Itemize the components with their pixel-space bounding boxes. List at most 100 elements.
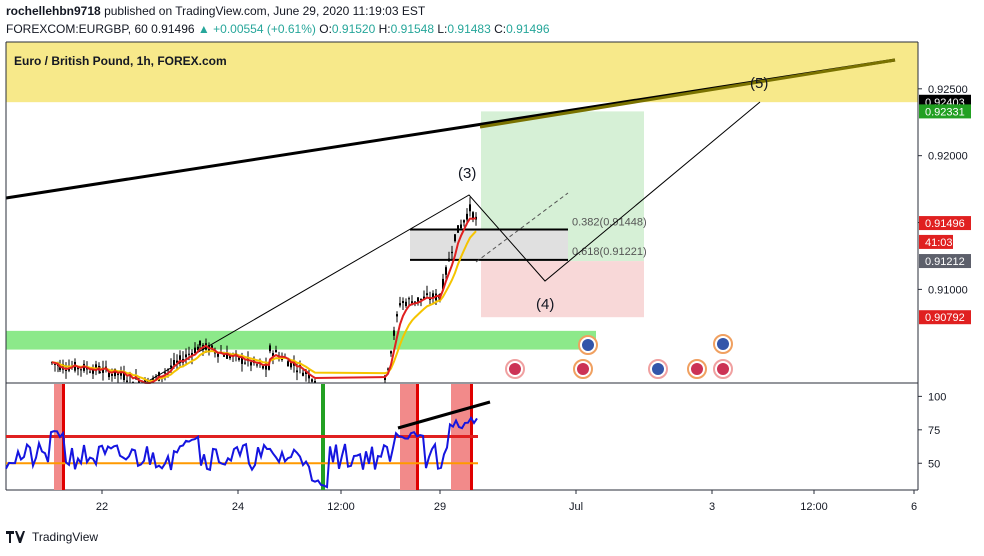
high-label: H:: [378, 22, 391, 36]
candle-body: [393, 330, 395, 336]
candle-body: [185, 354, 187, 358]
resistance-zone: [6, 42, 918, 103]
candle-body: [65, 369, 67, 372]
tradingview-logo-icon[interactable]: [6, 531, 28, 543]
candle-body: [314, 381, 316, 383]
candle-body: [126, 380, 128, 382]
rsi-trendline[interactable]: [397, 400, 491, 430]
time-tick-label: 12:00: [327, 501, 355, 513]
candle-body: [390, 351, 392, 354]
price-badge-label: 0.90792: [925, 312, 965, 324]
candle-body: [89, 371, 91, 373]
candle-body: [108, 371, 110, 378]
candle-body: [290, 361, 292, 368]
candle-body: [256, 364, 258, 366]
candle-body: [408, 298, 410, 300]
ohlc-bar: FOREXCOM:EURGBP, 60 0.91496 ▲ +0.00554 (…: [6, 22, 550, 36]
event-flags[interactable]: [505, 334, 733, 379]
candle-body: [469, 204, 471, 212]
time-tick-label: 6: [911, 501, 917, 513]
candle-body: [402, 301, 404, 303]
price-badge: [919, 254, 971, 269]
time-tick-label: Jul: [569, 501, 583, 513]
candle-body: [194, 347, 196, 354]
price-badge-label: 0.91496: [925, 218, 965, 230]
time-tick-label: 24: [232, 501, 244, 513]
candle-body: [229, 355, 231, 359]
author-name[interactable]: rochellehbn9718: [6, 4, 101, 18]
candle-body: [144, 378, 146, 383]
price-tick-label: 0.92500: [928, 84, 968, 96]
candle-body: [167, 369, 169, 371]
publish-text: published on TradingView.com, June 29, 2…: [104, 4, 426, 18]
uk-flag-icon-fill: [717, 363, 729, 375]
ema-slow-line: [51, 230, 477, 383]
candle-body: [305, 371, 307, 375]
candle-body: [399, 303, 401, 306]
candle-body: [155, 376, 157, 378]
candle-body: [463, 220, 465, 223]
time-axis[interactable]: 22 24 12:00 29 Jul 3 12:00 6: [96, 490, 917, 513]
candle-body: [80, 369, 82, 371]
candle-body: [426, 293, 428, 296]
price-tick-label: 0.92000: [928, 151, 968, 163]
candle-body: [111, 373, 113, 376]
fib-zone: [410, 229, 568, 260]
candle-body: [164, 372, 166, 374]
price-badge: [919, 310, 971, 325]
price-tick-label: 0.91000: [928, 284, 968, 296]
fib-label-618: 0.618(0.91221): [572, 246, 647, 258]
footer: TradingView: [6, 530, 98, 544]
candle-body: [311, 379, 313, 382]
rsi-tick-label: 50: [928, 458, 940, 470]
candle-body: [457, 225, 459, 233]
candle-body: [241, 357, 243, 364]
candle-body: [191, 352, 193, 357]
candle-body: [170, 365, 172, 368]
rsi-tick-label: 100: [928, 391, 946, 403]
upper-trendline[interactable]: [479, 58, 896, 129]
candle-body: [92, 369, 94, 374]
candle-body: [420, 298, 422, 300]
footer-brand[interactable]: TradingView: [32, 530, 99, 544]
candle-body: [199, 340, 201, 346]
candle-body: [275, 350, 277, 353]
candle-body: [268, 365, 270, 370]
candle-body: [226, 352, 228, 359]
candle-body: [272, 353, 274, 357]
time-tick-label: 29: [434, 501, 446, 513]
eu-flag-icon-fill: [717, 338, 729, 350]
open-value: 0.91520: [331, 22, 376, 36]
candle-body: [223, 354, 225, 357]
close-value: 0.91496: [506, 22, 550, 36]
candle-body: [387, 368, 389, 370]
candle-body: [454, 234, 456, 242]
wave-label-5: (5): [750, 75, 768, 92]
price-badge: [919, 216, 971, 231]
candle-body: [269, 345, 271, 352]
candle-body: [308, 373, 310, 379]
candle-body: [138, 380, 140, 383]
rsi-axis: 100 75 50: [918, 391, 946, 470]
time-tick-label: 3: [709, 501, 715, 513]
candle-body: [432, 293, 434, 299]
candle-body: [405, 301, 407, 306]
candle-body: [197, 346, 199, 351]
open-label: O:: [319, 22, 332, 36]
uk-flag-icon-fill: [509, 363, 521, 375]
candle-body: [302, 372, 304, 376]
rsi-line: [5, 415, 478, 489]
price-badge: [919, 234, 953, 249]
up-arrow-icon: ▲: [197, 22, 210, 36]
candle-body: [179, 355, 181, 361]
candle-body: [460, 224, 462, 229]
support-zone: [6, 330, 596, 350]
candle-body: [54, 363, 56, 365]
candle-body: [296, 370, 298, 373]
uk-flag-icon-fill: [691, 363, 703, 375]
candle-body: [414, 301, 416, 303]
candle-body: [117, 373, 119, 376]
high-value: 0.91548: [390, 22, 435, 36]
